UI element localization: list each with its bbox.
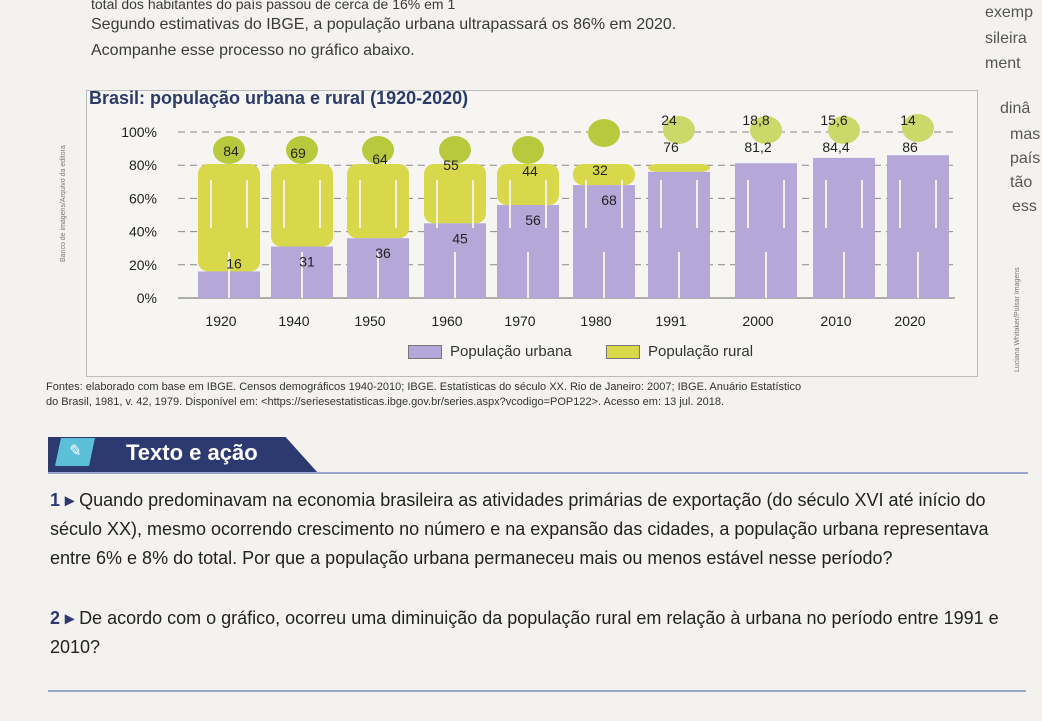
x-tick-label: 1920 [205,313,236,329]
question-text: Quando predominavam na economia brasilei… [50,490,989,568]
y-tick-label: 80% [129,157,157,173]
intro-line-2: Segundo estimativas do IBGE, a população… [91,16,677,33]
side-fragment: exemp [985,4,1034,21]
x-tick-label: 1970 [504,313,535,329]
source-line-2: do Brasil, 1981, v. 42, 1979. Disponível… [46,396,724,408]
side-fragment: tão [1010,174,1033,191]
x-tick-label: 1950 [354,313,385,329]
question-number: 2 [50,608,61,628]
x-tick-label: 2000 [742,313,773,329]
legend-urban-swatch [408,344,442,359]
chart-title: Brasil: população urbana e rural (1920-2… [89,88,469,108]
urban-value-label: 86 [902,139,918,155]
legend-rural: População rural [606,343,753,360]
question-2: 2 ▸ De acordo com o gráfico, ocorreu uma… [50,604,1030,662]
figure-head [663,116,695,144]
x-tick-label: 1980 [580,313,611,329]
figure-head [512,136,544,164]
urban-value-label: 56 [525,212,541,228]
urban-value-label: 31 [299,254,315,270]
figure-head [439,136,471,164]
rural-bar [424,164,486,224]
urban-value-label: 76 [663,139,679,155]
side-fragment: ment [985,55,1021,72]
x-tick-label: 1960 [431,313,462,329]
figure-head [902,114,934,142]
legend-urban: População urbana [408,343,572,360]
side-fragment: país [1010,150,1041,167]
legend-rural-swatch [606,344,640,359]
figure-head [750,116,782,144]
rural-value-label: 44 [522,163,538,179]
y-tick-label: 40% [129,224,157,240]
figure-head [286,136,318,164]
rural-bar [271,164,333,247]
y-tick-label: 60% [129,190,157,206]
figure-head [588,119,620,147]
rural-bar [198,164,260,272]
x-tick-label: 1991 [655,313,686,329]
pencil-icon: ✎ [55,438,95,466]
side-fragment: ess [1012,198,1037,215]
rural-value-label: 24 [661,112,677,128]
question-1: 1 ▸ Quando predominavam na economia bras… [50,486,1030,573]
urban-rural-chart: 0% 20% 40% 60% 80% 100% 84 16 1920 69 31 1940 64 36 19… [121,112,955,329]
y-tick-label: 0% [137,290,157,306]
figure-head [828,116,860,144]
section-title: Texto e ação [126,440,258,465]
question-number: 1 [50,490,61,510]
x-tick-label: 2010 [820,313,851,329]
x-tick-label: 2020 [894,313,925,329]
rural-bar [347,164,409,239]
rural-value-label: 18,8 [742,112,769,128]
arrow-icon: ▸ [60,490,80,510]
urban-value-label: 68 [601,192,617,208]
urban-value-label: 16 [226,255,242,271]
figure-head [213,136,245,164]
figure-head [362,136,394,164]
urban-value-label: 36 [375,245,391,261]
rural-value-label: 32 [592,162,608,178]
section-divider [48,472,1028,474]
rural-bar [573,164,635,186]
legend-rural-label: População rural [648,343,754,360]
source-line-1: Fontes: elaborado com base em IBGE. Cens… [46,381,802,393]
urban-value-label: 81,2 [744,139,771,155]
y-tick-label: 100% [121,124,157,140]
rural-value-label: 69 [290,145,306,161]
question-text: De acordo com o gráfico, ocorreu uma dim… [50,608,999,657]
y-tick-label: 20% [129,257,157,273]
rural-bar [497,164,559,206]
side-fragment: dinâ [1000,100,1031,117]
intro-line-3: Acompanhe esse processo no gráfico abaix… [91,42,415,59]
rural-value-label: 14 [900,112,916,128]
side-fragment: sileira [985,30,1027,47]
rural-bar [648,164,710,172]
rural-value-label: 15,6 [820,112,847,128]
urban-value-label: 84,4 [822,139,849,155]
x-tick-label: 1940 [278,313,309,329]
urban-value-label: 45 [452,230,468,246]
bottom-divider [48,690,1026,692]
rural-value-label: 55 [443,157,459,173]
rural-value-label: 84 [223,143,239,159]
legend-urban-label: População urbana [450,343,572,360]
intro-line-1: total dos habitantes do país passou de c… [91,0,456,12]
rural-value-label: 64 [372,151,388,167]
side-fragment: mas [1010,126,1041,143]
arrow-icon: ▸ [60,608,80,628]
